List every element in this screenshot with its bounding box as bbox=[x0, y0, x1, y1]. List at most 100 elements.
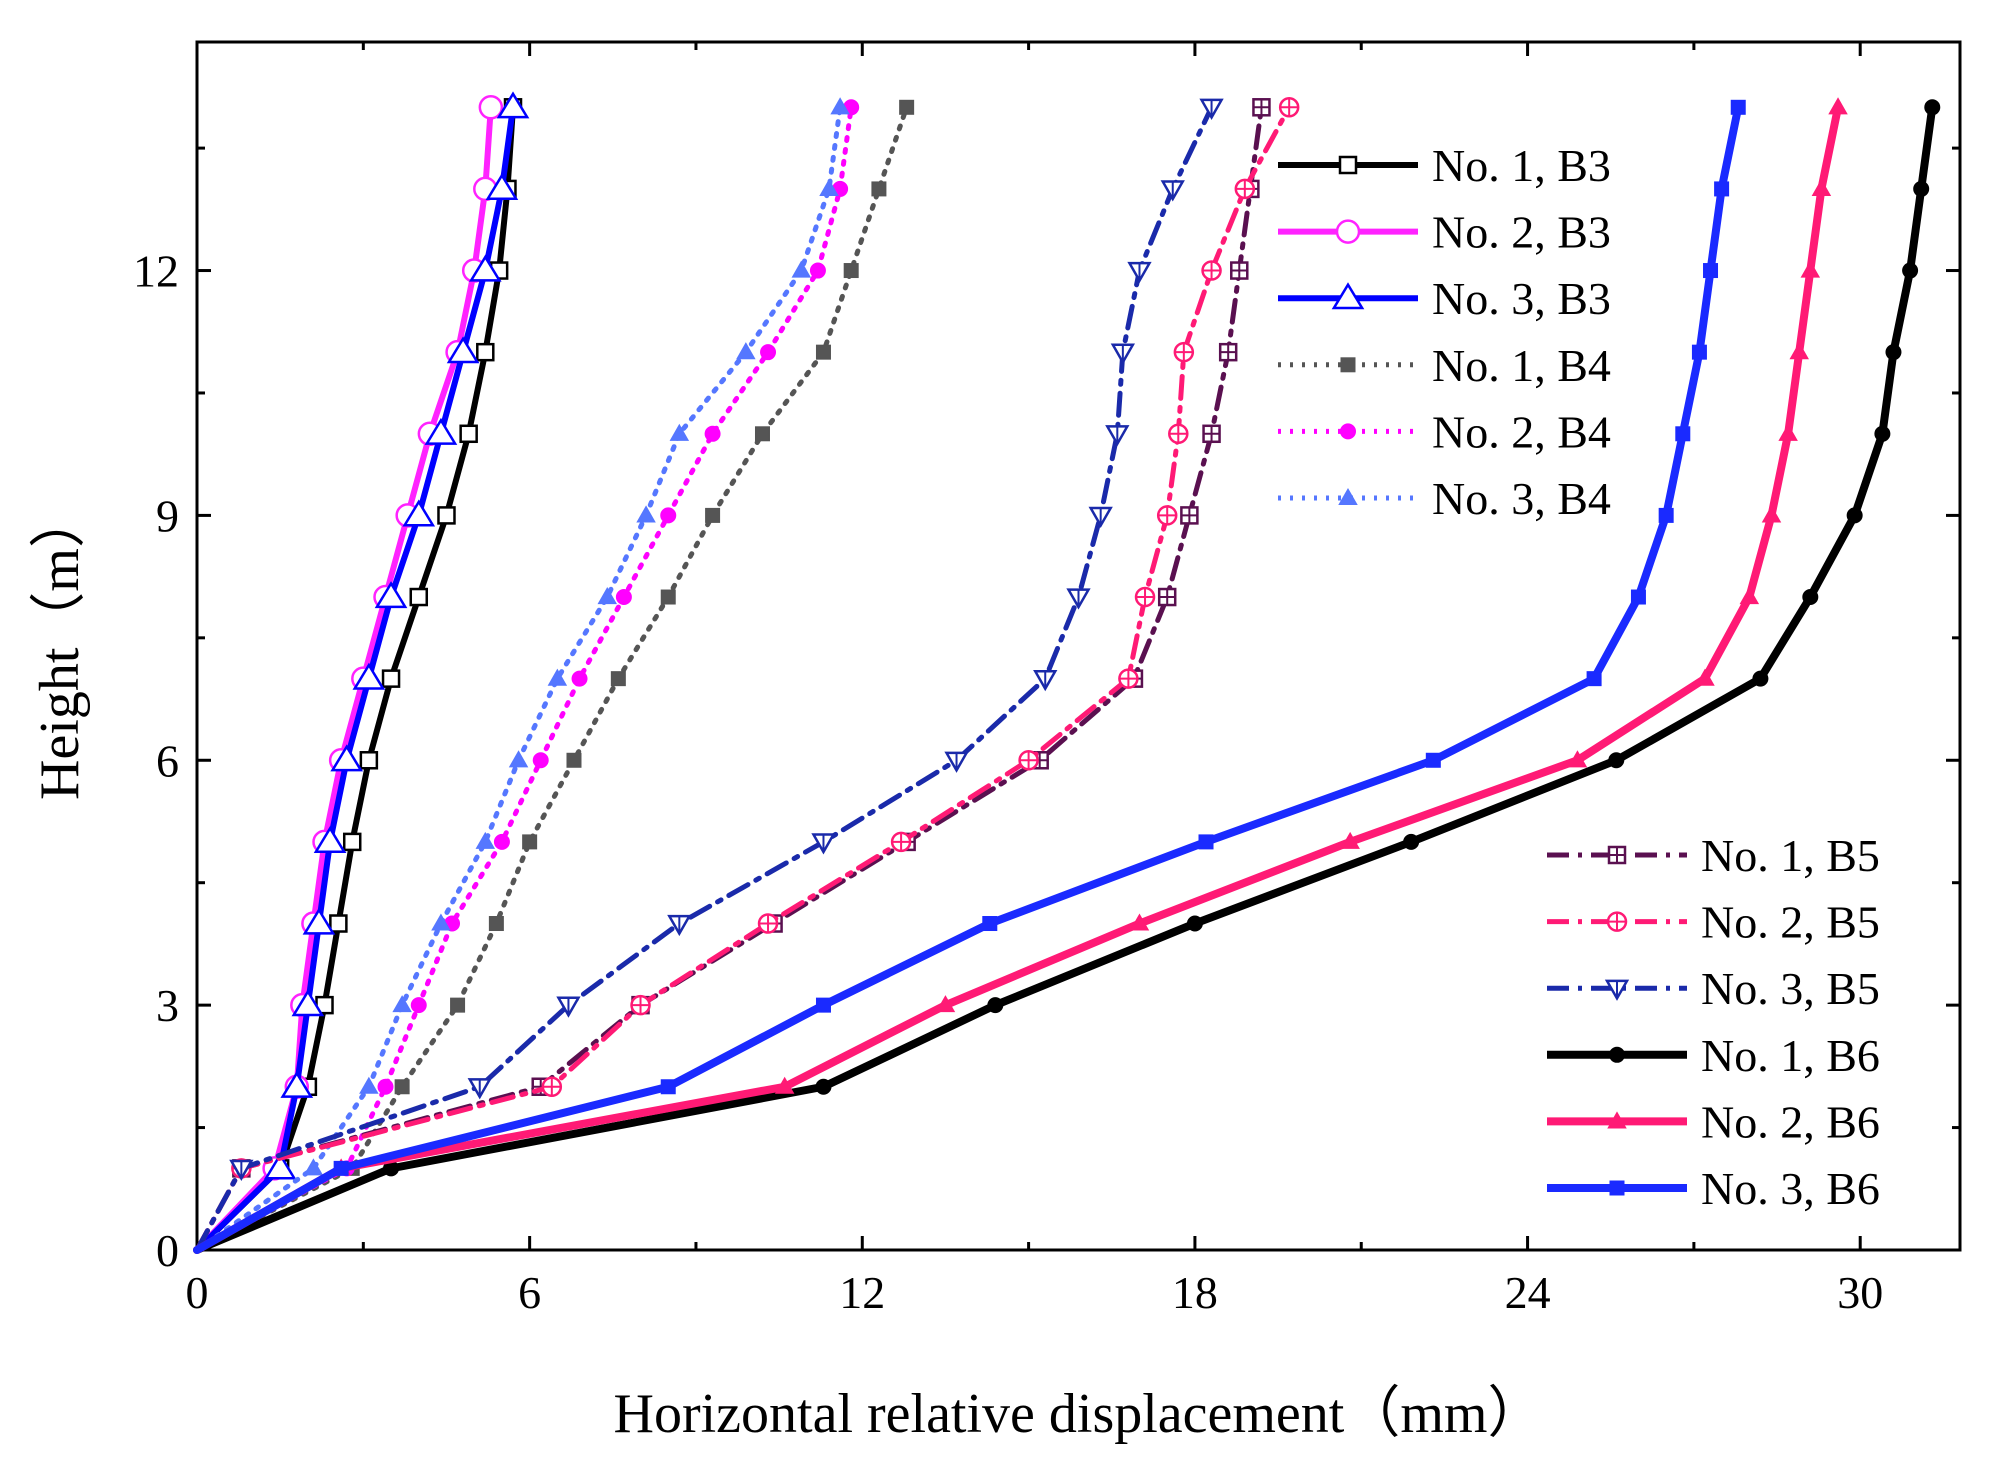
series-line bbox=[194, 104, 1264, 1253]
data-point bbox=[488, 916, 504, 932]
data-point bbox=[532, 752, 549, 769]
legend-item: No. 3, B5 bbox=[1547, 963, 1880, 1014]
plot-frame bbox=[195, 40, 1962, 1252]
data-point bbox=[329, 914, 348, 933]
data-point bbox=[381, 669, 401, 688]
data-point bbox=[1586, 671, 1602, 687]
data-point bbox=[392, 995, 412, 1013]
axis-ticks: 0 6 12 18 24 30 0 3 6 9 12 bbox=[133, 42, 1960, 1318]
data-point bbox=[1403, 833, 1420, 850]
legend-label: No. 1, B4 bbox=[1432, 340, 1611, 391]
legend-item: No. 3, B4 bbox=[1278, 473, 1611, 524]
data-point bbox=[547, 668, 568, 686]
data-point bbox=[333, 1160, 349, 1176]
data-point bbox=[330, 744, 364, 772]
data-point bbox=[1789, 342, 1809, 360]
series-line bbox=[194, 104, 494, 1253]
data-point bbox=[809, 262, 826, 279]
data-point bbox=[1846, 507, 1863, 524]
data-point bbox=[485, 173, 519, 200]
data-point bbox=[1913, 180, 1930, 197]
legend-item: No. 2, B5 bbox=[1547, 897, 1880, 948]
data-point bbox=[1630, 589, 1646, 605]
x-tick-label: 24 bbox=[1505, 1267, 1551, 1318]
data-point bbox=[303, 1158, 324, 1176]
data-point bbox=[1924, 99, 1941, 116]
data-point bbox=[1811, 178, 1832, 196]
data-point bbox=[754, 426, 770, 442]
data-point bbox=[1739, 587, 1760, 605]
data-point bbox=[760, 344, 777, 361]
data-point bbox=[446, 336, 480, 364]
data-point bbox=[478, 95, 504, 120]
data-point bbox=[431, 913, 451, 931]
legend-label: No. 3, B6 bbox=[1701, 1163, 1880, 1214]
data-point bbox=[705, 507, 721, 523]
legend-top: No. 1, B3 No. 2, B3 No. 3, B3 No. 1, B4 No. … bbox=[1278, 140, 1611, 524]
data-point bbox=[475, 831, 496, 849]
data-point bbox=[1695, 668, 1715, 686]
y-axis-title: Height（m） bbox=[29, 492, 91, 800]
series-6 bbox=[194, 97, 850, 1253]
data-point bbox=[1800, 260, 1821, 278]
data-point bbox=[871, 181, 887, 197]
data-point bbox=[1129, 913, 1150, 931]
y-tick-label: 9 bbox=[156, 490, 179, 541]
data-point bbox=[409, 587, 429, 607]
data-point bbox=[1761, 505, 1782, 523]
data-point bbox=[1340, 831, 1360, 849]
y-tick-label: 6 bbox=[156, 735, 179, 786]
data-point bbox=[359, 1076, 379, 1094]
data-point bbox=[1658, 507, 1674, 523]
data-point bbox=[424, 417, 458, 445]
data-point bbox=[1675, 426, 1691, 442]
data-point bbox=[377, 1078, 394, 1095]
series-3 bbox=[194, 91, 530, 1253]
data-point bbox=[597, 587, 618, 605]
data-point bbox=[1802, 589, 1819, 606]
data-point bbox=[1198, 834, 1214, 850]
y-tick-label: 0 bbox=[156, 1225, 179, 1276]
data-point bbox=[660, 589, 676, 605]
data-point bbox=[843, 263, 859, 279]
series-10 bbox=[193, 99, 1941, 1254]
data-point bbox=[736, 342, 756, 360]
data-point bbox=[1885, 344, 1902, 361]
legend-marker bbox=[1338, 155, 1358, 175]
x-tick-label: 18 bbox=[1172, 1267, 1218, 1318]
data-point bbox=[935, 995, 956, 1013]
legend-item: No. 1, B4 bbox=[1278, 340, 1611, 391]
data-point bbox=[359, 751, 379, 770]
legend-label: No. 2, B6 bbox=[1701, 1096, 1880, 1147]
data-point bbox=[459, 424, 478, 444]
legend-label: No. 3, B5 bbox=[1701, 963, 1880, 1014]
x-tick-label: 6 bbox=[518, 1267, 541, 1318]
legend-bottom: No. 1, B5 No. 2, B5 No. 3, B5 No. 1, B6 No. … bbox=[1547, 830, 1880, 1214]
data-point bbox=[437, 506, 456, 525]
y-tick-label: 3 bbox=[156, 980, 179, 1031]
data-point bbox=[566, 752, 582, 768]
data-point bbox=[352, 662, 386, 690]
series-line bbox=[193, 103, 1937, 1254]
data-point bbox=[1608, 752, 1625, 769]
data-point bbox=[819, 178, 839, 196]
data-point bbox=[1714, 181, 1730, 197]
legend-item: No. 1, B3 bbox=[1278, 140, 1611, 191]
data-series bbox=[193, 91, 1941, 1254]
x-tick-label: 0 bbox=[186, 1267, 209, 1318]
series-4 bbox=[194, 99, 915, 1253]
data-point bbox=[774, 1076, 795, 1094]
data-point bbox=[815, 344, 831, 360]
y-tick-label: 12 bbox=[133, 246, 179, 297]
data-point bbox=[508, 750, 529, 768]
data-point bbox=[1730, 99, 1746, 115]
data-point bbox=[1902, 262, 1919, 279]
data-point bbox=[496, 91, 530, 119]
data-point bbox=[669, 423, 690, 441]
data-point bbox=[493, 833, 510, 850]
legend-marker bbox=[1338, 487, 1358, 506]
data-point bbox=[815, 1078, 832, 1095]
legend-item: No. 1, B6 bbox=[1547, 1030, 1880, 1081]
x-tick-label: 30 bbox=[1837, 1267, 1883, 1318]
data-point bbox=[410, 997, 427, 1014]
